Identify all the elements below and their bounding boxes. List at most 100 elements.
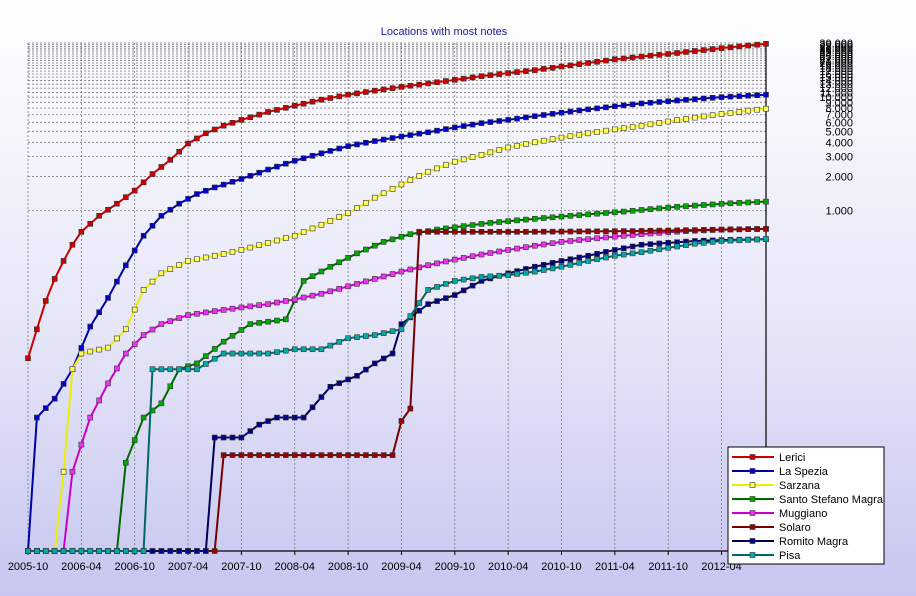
data-point: [469, 121, 476, 128]
data-point: [247, 244, 254, 251]
data-point: [247, 350, 254, 357]
data-point: [123, 459, 129, 466]
data-point: [283, 105, 289, 111]
data-point: [558, 239, 565, 245]
data-point: [300, 155, 307, 162]
x-axis-ticks: 2005-10 2006-04 2006-10 2007-04 2007-10 2008-…: [8, 551, 742, 573]
series-romito-magra: [25, 236, 769, 554]
legend-swatch-marker: [749, 510, 756, 516]
data-point: [34, 548, 40, 554]
data-point: [692, 240, 698, 247]
data-point: [407, 313, 414, 319]
legend-box: [727, 446, 885, 565]
data-point: [220, 338, 227, 345]
data-point: [407, 405, 414, 412]
data-point: [256, 302, 262, 309]
data-point: [416, 229, 423, 235]
data-point: [220, 434, 227, 441]
data-point: [158, 321, 165, 327]
data-point: [469, 229, 476, 235]
data-point: [336, 214, 343, 220]
data-point: [709, 239, 716, 245]
legend-swatch-marker: [749, 552, 756, 558]
data-point: [549, 260, 556, 266]
data-point: [123, 262, 129, 269]
y-tick-label: 19.000: [819, 61, 853, 73]
data-point: [69, 241, 76, 248]
data-point: [700, 95, 707, 102]
data-point: [336, 380, 343, 386]
data-point: [594, 129, 600, 135]
data-point: [665, 118, 671, 125]
data-point: [638, 241, 645, 248]
data-point: [167, 206, 174, 213]
data-point: [416, 307, 423, 314]
data-point: [460, 223, 467, 229]
data-point: [42, 548, 49, 554]
data-point: [718, 45, 725, 51]
data-point: [523, 114, 529, 121]
x-tick-label: 2010-04: [488, 561, 528, 573]
data-point: [123, 326, 129, 333]
data-point: [576, 237, 583, 243]
data-point: [478, 229, 485, 235]
data-point: [700, 47, 707, 53]
data-point: [25, 548, 31, 554]
data-point: [727, 93, 734, 100]
data-point: [229, 305, 236, 312]
y-tick-label: 5.000: [825, 126, 853, 138]
data-point: [505, 117, 511, 123]
data-point: [114, 365, 120, 372]
data-point: [140, 548, 147, 554]
data-point: [371, 360, 378, 367]
data-point: [140, 179, 147, 186]
series-line: [28, 227, 767, 552]
x-tick-label: 2010-10: [541, 561, 581, 573]
data-point: [203, 309, 209, 316]
data-point: [594, 228, 600, 235]
legend-swatch-marker: [749, 524, 756, 530]
data-point: [363, 278, 369, 285]
data-point: [398, 133, 405, 140]
data-point: [647, 52, 654, 59]
data-point: [532, 216, 538, 222]
data-point: [763, 105, 769, 112]
legend-item: Sarzana: [732, 480, 821, 492]
data-point: [745, 199, 752, 206]
axes: [28, 43, 767, 552]
legend-item: Santo Stefano Magra: [732, 494, 884, 506]
data-point: [345, 210, 351, 216]
data-point: [149, 548, 156, 554]
data-point: [87, 548, 94, 554]
data-point: [238, 350, 245, 357]
data-point: [576, 131, 583, 138]
data-point: [265, 301, 271, 307]
data-point: [274, 107, 280, 113]
data-point: [576, 61, 583, 67]
data-point: [318, 290, 325, 297]
data-point: [398, 268, 405, 275]
data-point: [647, 227, 654, 234]
data-point: [487, 250, 494, 256]
data-point: [238, 452, 245, 458]
data-point: [754, 226, 760, 232]
x-tick-label: 2009-04: [381, 561, 421, 573]
data-point: [496, 229, 503, 235]
data-point: [131, 247, 138, 254]
series-sarzana: [25, 105, 769, 554]
data-point: [194, 310, 200, 317]
data-point: [612, 247, 618, 253]
data-point: [612, 233, 618, 240]
data-point: [496, 272, 503, 279]
data-point: [416, 173, 423, 179]
data-point: [407, 231, 414, 237]
data-point: [567, 256, 574, 263]
data-point: [709, 112, 716, 119]
data-point: [523, 229, 529, 235]
data-point: [425, 262, 431, 269]
data-point: [629, 250, 636, 257]
data-point: [220, 350, 227, 357]
data-point: [34, 414, 40, 421]
data-point: [620, 208, 627, 215]
